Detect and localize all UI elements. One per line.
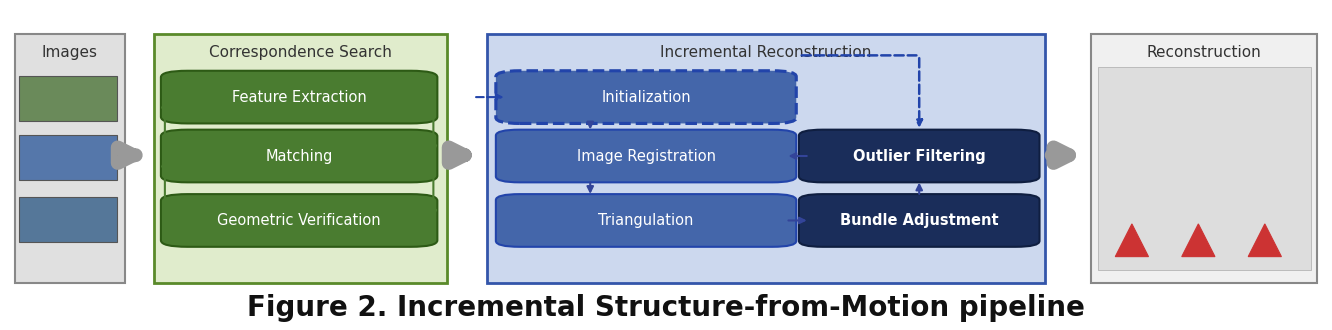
Text: Correspondence Search: Correspondence Search xyxy=(209,45,392,60)
Bar xyxy=(19,76,117,121)
FancyBboxPatch shape xyxy=(799,194,1039,247)
Text: Triangulation: Triangulation xyxy=(598,213,694,228)
Polygon shape xyxy=(1115,224,1148,257)
Bar xyxy=(1098,67,1311,270)
Text: Images: Images xyxy=(41,45,97,60)
Bar xyxy=(15,34,125,283)
FancyBboxPatch shape xyxy=(161,194,437,247)
Polygon shape xyxy=(1248,224,1281,257)
Bar xyxy=(486,34,1044,283)
FancyBboxPatch shape xyxy=(799,130,1039,182)
Polygon shape xyxy=(1181,224,1215,257)
Text: Incremental Reconstruction: Incremental Reconstruction xyxy=(659,45,871,60)
Bar xyxy=(19,135,117,180)
FancyBboxPatch shape xyxy=(161,71,437,123)
FancyBboxPatch shape xyxy=(161,130,437,182)
Text: Figure 2. Incremental Structure-from-Motion pipeline: Figure 2. Incremental Structure-from-Mot… xyxy=(246,294,1086,322)
FancyBboxPatch shape xyxy=(496,194,797,247)
Text: Matching: Matching xyxy=(265,148,333,163)
Text: Reconstruction: Reconstruction xyxy=(1147,45,1261,60)
Text: Image Registration: Image Registration xyxy=(577,148,715,163)
Bar xyxy=(155,34,446,283)
Text: Outlier Filtering: Outlier Filtering xyxy=(852,148,986,163)
Text: Feature Extraction: Feature Extraction xyxy=(232,90,366,105)
Text: Initialization: Initialization xyxy=(601,90,691,105)
Bar xyxy=(19,197,117,242)
Text: Bundle Adjustment: Bundle Adjustment xyxy=(840,213,999,228)
Bar xyxy=(1091,34,1317,283)
Text: Geometric Verification: Geometric Verification xyxy=(217,213,381,228)
FancyBboxPatch shape xyxy=(496,71,797,123)
FancyBboxPatch shape xyxy=(496,130,797,182)
